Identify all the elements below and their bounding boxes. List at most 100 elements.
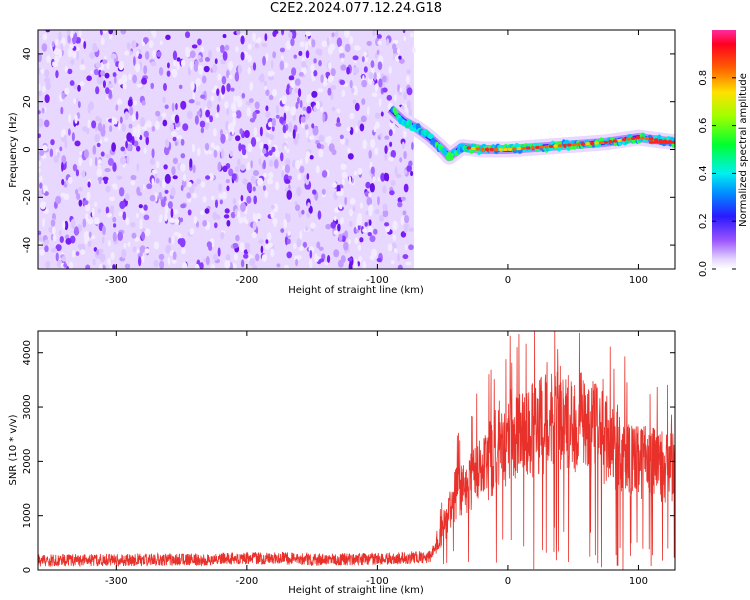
noise-blob bbox=[38, 160, 42, 167]
noise-blob bbox=[235, 110, 242, 119]
noise-blob bbox=[400, 231, 407, 238]
page-title: C2E2.2024.077.12.24.G18 bbox=[269, 1, 443, 16]
noise-blob bbox=[164, 212, 168, 222]
noise-blob bbox=[406, 87, 413, 96]
noise-blob bbox=[211, 195, 215, 201]
noise-blob bbox=[291, 67, 297, 76]
noise-blob bbox=[41, 107, 45, 114]
noise-blob bbox=[171, 234, 175, 245]
noise-blob bbox=[87, 240, 92, 248]
noise-blob bbox=[204, 121, 210, 130]
noise-blob bbox=[192, 193, 198, 199]
y-axis-label-bottom: SNR (10 * v/v) bbox=[8, 414, 19, 485]
noise-blob bbox=[252, 62, 257, 71]
noise-blob bbox=[50, 219, 56, 227]
noise-blob bbox=[248, 98, 254, 103]
noise-blob bbox=[162, 96, 166, 104]
noise-blob bbox=[112, 223, 117, 228]
noise-blob bbox=[382, 87, 388, 93]
noise-blob bbox=[212, 128, 217, 137]
noise-blob bbox=[81, 58, 85, 65]
noise-blob bbox=[232, 197, 237, 205]
track-peak bbox=[498, 147, 503, 152]
noise-blob bbox=[98, 263, 103, 269]
noise-blob bbox=[210, 263, 216, 269]
noise-blob bbox=[76, 51, 80, 61]
noise-blob bbox=[330, 221, 337, 229]
noise-blob bbox=[135, 145, 141, 152]
noise-blob bbox=[195, 101, 201, 106]
noise-blob bbox=[289, 85, 292, 95]
noise-blob bbox=[143, 204, 148, 211]
noise-blob bbox=[159, 260, 165, 269]
noise-blob bbox=[61, 256, 66, 262]
noise-blob bbox=[75, 169, 80, 177]
noise-blob bbox=[91, 120, 97, 129]
noise-blob bbox=[296, 186, 302, 197]
noise-blob bbox=[397, 264, 403, 269]
noise-blob bbox=[260, 245, 264, 254]
noise-blob bbox=[270, 204, 275, 210]
noise-blob bbox=[288, 75, 295, 81]
noise-blob bbox=[359, 123, 365, 132]
noise-blob bbox=[275, 105, 280, 114]
noise-blob bbox=[171, 259, 177, 264]
noise-blob bbox=[236, 30, 241, 35]
x-tick-label-top: 0 bbox=[505, 275, 511, 286]
noise-blob bbox=[83, 40, 87, 50]
noise-blob bbox=[252, 186, 256, 192]
noise-blob bbox=[197, 65, 203, 71]
noise-blob bbox=[39, 201, 46, 210]
noise-blob bbox=[189, 60, 193, 71]
noise-blob bbox=[94, 217, 100, 225]
noise-blob bbox=[64, 87, 70, 95]
noise-blob bbox=[404, 244, 408, 251]
noise-blob bbox=[294, 204, 301, 212]
noise-blob bbox=[370, 166, 375, 175]
noise-blob bbox=[130, 174, 137, 181]
noise-blob bbox=[190, 81, 195, 91]
noise-blob bbox=[268, 121, 273, 128]
noise-blob bbox=[218, 94, 221, 102]
noise-blob bbox=[180, 153, 186, 159]
noise-blob bbox=[44, 119, 50, 128]
noise-blob bbox=[272, 51, 277, 59]
noise-blob bbox=[211, 88, 216, 94]
noise-blob bbox=[194, 60, 199, 66]
noise-blob bbox=[392, 234, 397, 241]
noise-blob bbox=[214, 199, 219, 208]
noise-blob bbox=[328, 143, 335, 153]
noise-blob bbox=[61, 128, 66, 136]
noise-blob bbox=[252, 212, 256, 222]
noise-blob bbox=[150, 157, 156, 165]
noise-blob bbox=[117, 231, 124, 242]
y-axis-label-top: Frequency (Hz) bbox=[8, 112, 19, 188]
noise-blob bbox=[314, 254, 319, 263]
noise-blob bbox=[122, 211, 127, 221]
noise-blob bbox=[336, 37, 343, 48]
noise-blob bbox=[372, 30, 376, 37]
noise-blob bbox=[178, 84, 183, 89]
noise-blob bbox=[372, 176, 376, 182]
noise-blob bbox=[126, 155, 130, 165]
noise-blob bbox=[113, 117, 118, 125]
noise-blob bbox=[42, 217, 46, 228]
noise-blob bbox=[312, 125, 319, 136]
noise-blob bbox=[405, 261, 412, 266]
noise-blob bbox=[298, 210, 302, 218]
noise-blob bbox=[43, 184, 46, 194]
noise-blob bbox=[284, 164, 291, 174]
y-tick-label-bottom: 2000 bbox=[22, 449, 33, 474]
noise-blob bbox=[101, 236, 105, 244]
noise-blob bbox=[151, 126, 156, 132]
noise-blob bbox=[273, 221, 277, 228]
noise-blob bbox=[340, 163, 347, 171]
noise-blob bbox=[79, 151, 83, 156]
noise-blob bbox=[234, 165, 241, 173]
noise-blob bbox=[321, 40, 328, 48]
noise-blob bbox=[247, 43, 252, 51]
noise-blob bbox=[292, 243, 297, 249]
noise-blob bbox=[172, 50, 178, 61]
noise-blob bbox=[392, 220, 398, 231]
noise-blob bbox=[158, 253, 165, 260]
